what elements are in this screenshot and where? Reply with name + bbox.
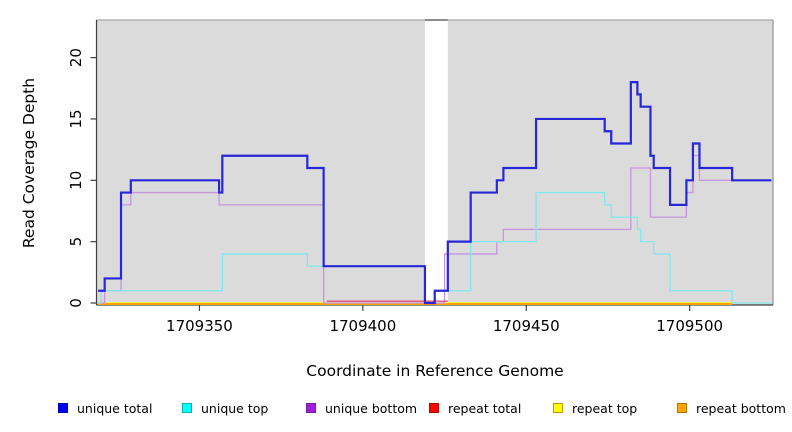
legend-item-repeat-top: repeat top [553, 399, 637, 417]
legend-item-label: repeat top [572, 400, 638, 416]
y-tick-label: 0 [67, 298, 85, 308]
legend: unique total unique top unique bottom re… [0, 399, 792, 419]
series-line-unique-total [98, 81, 772, 305]
legend-item-label: repeat total [448, 400, 522, 416]
legend-item-label: unique total [77, 400, 153, 416]
legend-item-label: unique top [201, 400, 269, 416]
x-tick-label: 1709450 [493, 317, 560, 335]
legend-swatch-icon [553, 403, 563, 413]
series-line-unique-bottom [98, 155, 772, 304]
gap-band [424, 20, 448, 306]
y-tick-label: 15 [67, 109, 85, 128]
series-line-unique-top [98, 191, 772, 304]
y-tick-label: 5 [67, 237, 85, 247]
x-axis-label: Coordinate in Reference Genome [306, 362, 564, 380]
legend-item-label: unique bottom [325, 400, 418, 416]
legend-item-unique-total: unique total [58, 399, 152, 417]
legend-item-repeat-total: repeat total [429, 399, 521, 417]
legend-item-label: repeat bottom [696, 400, 786, 416]
x-tick-label: 1709350 [166, 317, 233, 335]
y-tick-label: 10 [67, 171, 85, 190]
y-tick-label: 20 [67, 48, 85, 67]
legend-item-unique-bottom: unique bottom [306, 399, 417, 417]
legend-item-repeat-bottom: repeat bottom [677, 399, 786, 417]
legend-swatch-icon [58, 403, 68, 413]
x-tick-label: 1709400 [329, 317, 396, 335]
legend-swatch-icon [182, 403, 192, 413]
legend-item-unique-top: unique top [182, 399, 268, 417]
legend-swatch-icon [429, 403, 439, 413]
legend-swatch-icon [306, 403, 316, 413]
legend-swatch-icon [677, 403, 687, 413]
y-axis-label: Read Coverage Depth [20, 77, 38, 249]
x-tick-label: 1709500 [656, 317, 723, 335]
